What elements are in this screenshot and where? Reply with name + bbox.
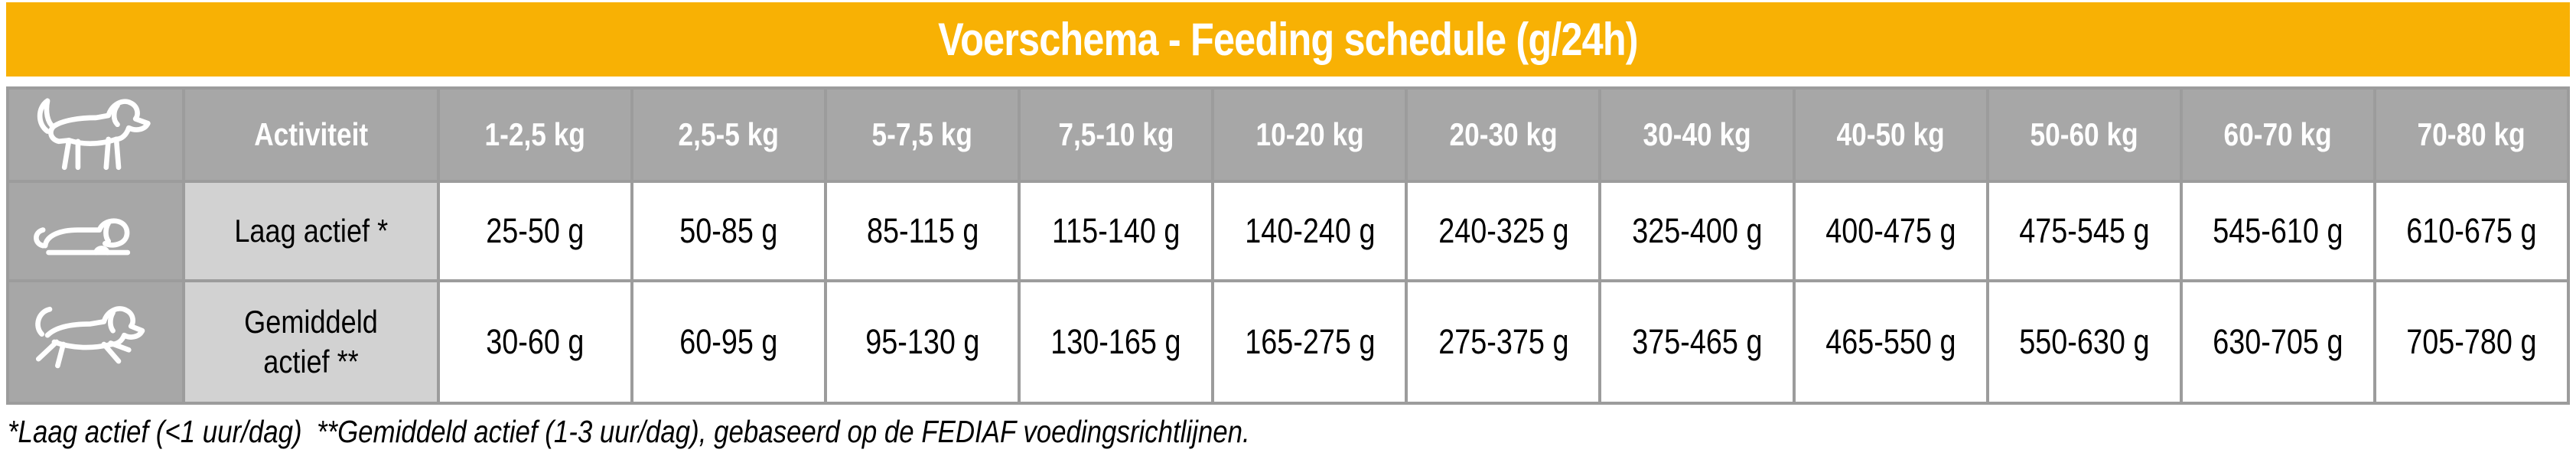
value-low-3: 85-115 g [824,180,1021,282]
value-medium-1: 30-60 g [436,279,634,405]
value-medium-8: 465-550 g [1792,279,1989,405]
value-low-5: 140-240 g [1211,180,1408,282]
running-dog-icon [11,297,181,387]
activity-label-low: Laag actief * [182,180,440,282]
value-low-8: 400-475 g [1792,180,1989,282]
activity-label-medium: Gemiddeld actief ** [182,279,440,405]
table-header-row: Activiteit 1-2,5 kg 2,5-5 kg 5-7,5 kg 7,… [6,86,2571,183]
value-medium-2: 60-95 g [630,279,828,405]
table-row-low-active: Laag actief * 25-50 g 50-85 g 85-115 g 1… [6,180,2571,282]
value-medium-10: 630-705 g [2179,279,2376,405]
title-bar: Voerschema - Feeding schedule (g/24h) [6,2,2570,77]
column-header-weight-5: 10-20 kg [1211,86,1408,183]
value-low-11: 610-675 g [2372,180,2571,282]
column-header-weight-9: 50-60 kg [1985,86,2183,183]
value-low-9: 475-545 g [1985,180,2183,282]
table-row-medium-active: Gemiddeld actief ** 30-60 g 60-95 g 95-1… [6,279,2571,405]
row-medium-icon-cell [6,279,185,405]
column-header-weight-6: 20-30 kg [1405,86,1602,183]
footnote: *Laag actief (<1 uur/dag) **Gemiddeld ac… [8,414,2576,450]
value-low-10: 545-610 g [2179,180,2376,282]
feeding-schedule-table: Activiteit 1-2,5 kg 2,5-5 kg 5-7,5 kg 7,… [6,86,2571,405]
row-low-icon-cell [6,180,185,282]
value-medium-3: 95-130 g [824,279,1021,405]
standing-dog-icon [11,91,181,178]
value-low-7: 325-400 g [1598,180,1796,282]
value-medium-4: 130-165 g [1018,279,1215,405]
footnote-text: *Laag actief (<1 uur/dag) **Gemiddeld ac… [8,414,1250,449]
column-header-weight-1: 1-2,5 kg [436,86,634,183]
column-header-weight-8: 40-50 kg [1792,86,1989,183]
value-low-4: 115-140 g [1018,180,1215,282]
column-header-weight-4: 7,5-10 kg [1018,86,1215,183]
value-medium-7: 375-465 g [1598,279,1796,405]
value-low-6: 240-325 g [1405,180,1602,282]
column-header-weight-10: 60-70 kg [2179,86,2376,183]
column-header-weight-11: 70-80 kg [2372,86,2571,183]
page-title: Voerschema - Feeding schedule (g/24h) [938,14,1638,65]
column-header-weight-3: 5-7,5 kg [824,86,1021,183]
column-header-activity: Activiteit [182,86,440,183]
value-medium-5: 165-275 g [1211,279,1408,405]
value-medium-9: 550-630 g [1985,279,2183,405]
header-icon-cell [6,86,185,183]
column-header-weight-7: 30-40 kg [1598,86,1796,183]
lying-dog-icon [11,186,181,276]
value-medium-11: 705-780 g [2372,279,2571,405]
value-medium-6: 275-375 g [1405,279,1602,405]
value-low-2: 50-85 g [630,180,828,282]
value-low-1: 25-50 g [436,180,634,282]
column-header-weight-2: 2,5-5 kg [630,86,828,183]
